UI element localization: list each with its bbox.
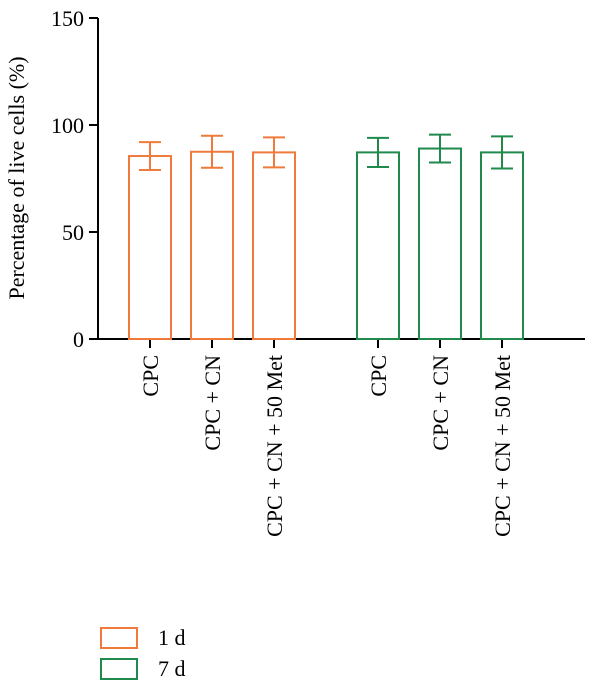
y-tick-label: 150: [51, 6, 84, 31]
category-label: CPC + CN: [200, 355, 225, 451]
bar: [128, 155, 172, 340]
category-label: CPC + CN: [428, 355, 453, 451]
category-label: CPC + CN + 50 Met: [490, 355, 515, 537]
y-axis-title: Percentage of live cells (%): [4, 56, 29, 299]
bar: [418, 147, 462, 340]
legend-swatch: [100, 627, 138, 649]
legend: 1 d7 d: [100, 625, 186, 681]
bar: [480, 151, 524, 340]
y-tick-label: 0: [73, 327, 84, 352]
legend-label: 1 d: [158, 625, 186, 650]
legend-label: 7 d: [158, 656, 186, 681]
bars: [128, 133, 524, 340]
labels: Percentage of live cells (%) CPC CPC + CN C…: [4, 56, 515, 536]
category-label: CPC: [138, 355, 163, 397]
axes: 0 50 100 150: [51, 6, 585, 352]
bar: [252, 151, 296, 340]
category-label: CPC: [366, 355, 391, 397]
category-label: CPC + CN + 50 Met: [262, 355, 287, 537]
bar: [190, 150, 234, 340]
y-tick-label: 100: [51, 113, 84, 138]
legend-swatch: [100, 658, 138, 680]
bar: [356, 151, 400, 340]
y-tick-label: 50: [62, 220, 84, 245]
